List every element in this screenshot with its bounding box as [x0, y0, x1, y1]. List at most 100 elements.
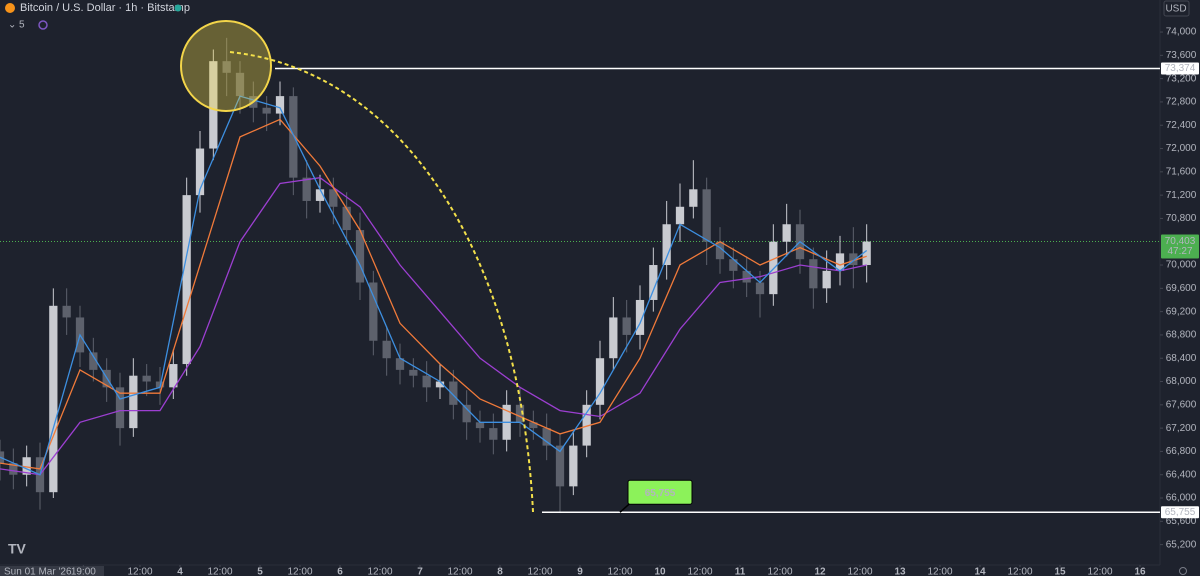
candle-body	[9, 463, 18, 475]
candle-body	[742, 270, 751, 283]
currency-button[interactable]	[1163, 0, 1190, 17]
x-tick-label: 12:00	[527, 567, 552, 576]
market-status-dot	[174, 4, 182, 12]
candle-body	[142, 375, 151, 382]
x-tick-label: 12:00	[1007, 567, 1032, 576]
x-tick-label: 12:00	[127, 567, 152, 576]
y-tick-label: 72,000	[1166, 143, 1197, 154]
y-tick-label: 72,800	[1166, 97, 1197, 108]
callout-box	[627, 479, 693, 505]
y-tick-label: 69,200	[1166, 306, 1197, 317]
y-tick-label: 69,600	[1166, 283, 1197, 294]
candle-body	[622, 317, 631, 335]
highlight-circle	[180, 20, 272, 112]
candle-body	[755, 282, 765, 295]
candle-body	[262, 107, 271, 114]
y-tick-label: 71,200	[1166, 190, 1197, 201]
currency-label[interactable]: USD	[1165, 4, 1186, 15]
x-tick-label: 9	[577, 567, 583, 576]
y-tick-label: 73,600	[1166, 50, 1197, 61]
candle-body	[715, 241, 725, 260]
settings-icon[interactable]	[1179, 567, 1187, 575]
y-tick-label: 66,800	[1166, 446, 1197, 457]
candle-body	[462, 404, 471, 423]
candle-body	[582, 404, 591, 446]
crosshair-time-box	[0, 566, 104, 576]
candle-body	[382, 340, 391, 359]
x-tick-label: 12:00	[607, 567, 632, 576]
candle-body	[729, 259, 738, 271]
y-tick-label: 68,000	[1166, 376, 1197, 387]
y-tick-label: 67,600	[1166, 399, 1197, 410]
candle-body	[515, 404, 525, 423]
candle-body	[0, 451, 5, 464]
candle-body	[542, 428, 551, 446]
x-tick-label: 16	[1134, 567, 1146, 576]
x-tick-label: 12:00	[1087, 567, 1112, 576]
candle-body	[342, 206, 351, 231]
ma-line	[0, 177, 867, 476]
x-tick-label: 7	[417, 567, 423, 576]
y-tick-label: 65,200	[1166, 539, 1197, 550]
date-label: Sun 01 Mar '26	[4, 567, 72, 576]
x-tick-label: 5	[257, 567, 263, 576]
candle-body	[569, 445, 578, 487]
candle-body	[609, 317, 618, 359]
indicators-count[interactable]: 5	[19, 20, 25, 31]
candle-body	[195, 148, 205, 196]
indicator-icon[interactable]	[38, 20, 48, 30]
y-tick-label: 70,800	[1166, 213, 1197, 224]
candle-body	[395, 358, 405, 370]
x-tick-label: 12:00	[287, 567, 312, 576]
candle-body	[782, 224, 791, 242]
candle-body	[649, 265, 658, 300]
candle-body	[595, 358, 605, 405]
x-tick-label: 12:00	[767, 567, 792, 576]
candle-body	[635, 299, 645, 335]
callout-label: 65,755	[645, 488, 676, 499]
candle-body	[555, 445, 565, 487]
symbol-title: Bitcoin / U.S. Dollar · 1h · Bitstamp	[20, 2, 190, 14]
ma-line	[0, 95, 868, 476]
x-tick-label: 8	[497, 567, 503, 576]
level-price-label: 65,755	[1165, 507, 1196, 518]
ma-line	[0, 118, 867, 470]
x-tick-label: 15	[1054, 567, 1066, 576]
tv-logo: TV	[8, 541, 27, 557]
candle-body	[475, 422, 485, 429]
candle-body	[169, 364, 178, 388]
x-tick-label: 12:00	[447, 567, 472, 576]
x-tick-label: 12:00	[847, 567, 872, 576]
y-tick-label: 66,400	[1166, 469, 1197, 480]
x-tick-label: 13	[894, 567, 906, 576]
plot-area: 65,755	[0, 37, 1160, 514]
candle-body	[835, 253, 845, 271]
candle-body	[275, 96, 285, 114]
candle-body	[22, 457, 31, 475]
candle-body	[289, 96, 298, 178]
candle-body	[529, 422, 538, 429]
candle-body	[129, 375, 138, 429]
callout-pointer	[619, 502, 631, 513]
y-tick-label: 68,400	[1166, 353, 1197, 364]
chevron: ⌄	[8, 20, 16, 31]
x-tick-label: 12:00	[927, 567, 952, 576]
x-tick-label: 11	[735, 567, 746, 576]
candle-body	[209, 61, 218, 149]
x-tick-label: 10	[654, 567, 666, 576]
candle-body	[702, 189, 711, 242]
candle-body	[689, 189, 698, 207]
countdown-label: 47:27	[1167, 246, 1192, 257]
candle-body	[449, 381, 458, 405]
candle-body	[675, 206, 685, 225]
y-tick-label: 71,600	[1166, 166, 1197, 177]
bitcoin-icon	[5, 3, 15, 13]
candle-body	[769, 241, 778, 295]
x-tick-label: 12	[814, 567, 826, 576]
y-tick-label: 72,400	[1166, 120, 1197, 131]
candle-body	[235, 72, 245, 97]
x-tick-label: 19:00	[71, 567, 96, 576]
candle-body	[115, 387, 125, 429]
